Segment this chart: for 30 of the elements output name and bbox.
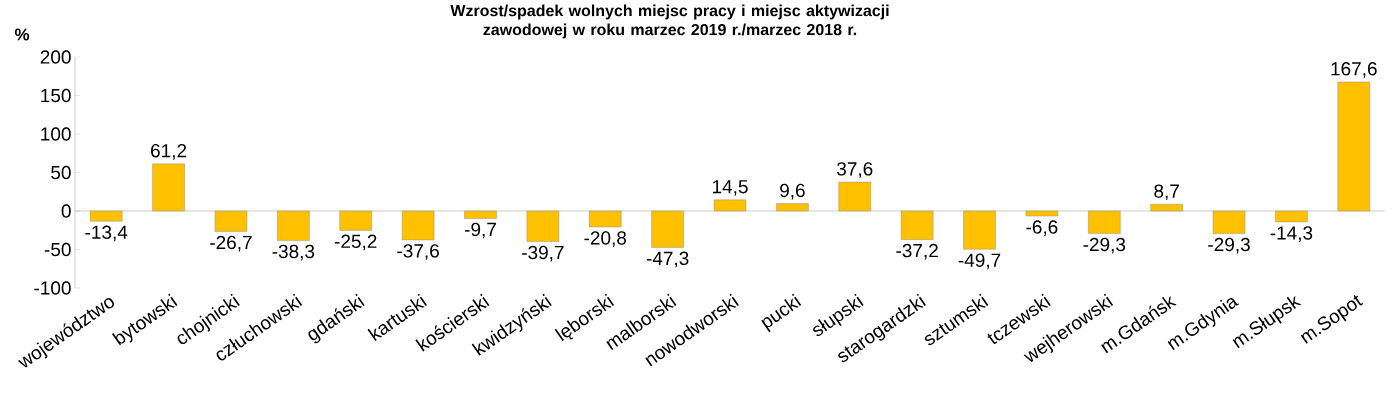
chart-title: Wzrost/spadek wolnych miejsc pracy i miejsc aktywizacji zawodowej w roku marzec 2019 r./marzec 2018 r. — [450, 4, 889, 39]
y-tick-label: 0 — [61, 204, 71, 218]
data-label: -49,7 — [958, 253, 1001, 270]
y-tick-label: 50 — [51, 165, 71, 180]
data-label: -20,8 — [584, 231, 627, 247]
data-label: -14,3 — [1270, 226, 1313, 242]
data-label: -29,3 — [1083, 237, 1126, 254]
data-label: -39,7 — [522, 245, 564, 262]
data-label: -38,3 — [272, 244, 315, 261]
data-label: -37,6 — [397, 244, 439, 260]
data-label: -29,3 — [1208, 237, 1250, 254]
data-label: -37,2 — [896, 243, 938, 260]
data-label: 14,5 — [712, 180, 748, 196]
data-label: -25,2 — [334, 234, 377, 251]
data-label: -47,3 — [646, 251, 689, 268]
data-label: 9,6 — [780, 183, 805, 200]
y-axis-title: % — [14, 28, 30, 41]
data-label: -13,4 — [85, 225, 128, 242]
y-tick-label: -50 — [44, 242, 71, 257]
y-tick-label: 100 — [41, 127, 71, 141]
data-label: 61,2 — [151, 143, 187, 160]
data-label: -9,7 — [464, 222, 496, 239]
data-label: 37,6 — [837, 162, 873, 178]
y-tick-label: -100 — [34, 281, 71, 295]
y-tick-label: 150 — [41, 88, 71, 103]
data-label: -26,7 — [210, 235, 252, 252]
data-label: -6,6 — [1026, 220, 1058, 236]
data-label: 8,7 — [1154, 184, 1179, 201]
data-label: 167,6 — [1331, 62, 1377, 78]
y-tick-label: 200 — [40, 50, 71, 64]
